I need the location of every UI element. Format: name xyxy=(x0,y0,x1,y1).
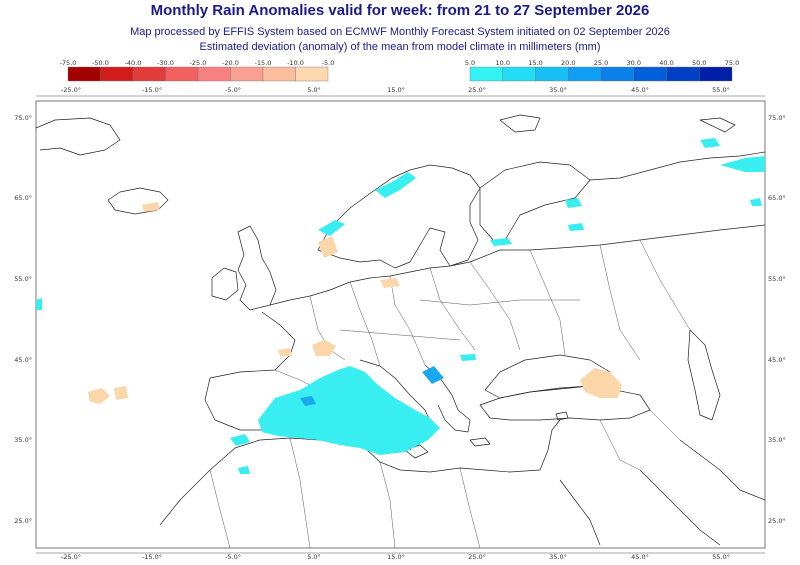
legend-positive-label: 25.0 xyxy=(594,59,608,67)
map-frame xyxy=(35,100,766,549)
legend-negative-label: -10.0 xyxy=(287,59,304,67)
latitude-label: 45.0° xyxy=(768,356,786,364)
legend-negative-label: -75.0 xyxy=(60,59,77,67)
longitude-label: 35.0° xyxy=(549,86,567,94)
longitude-label: -5.0° xyxy=(225,86,241,94)
legend-positive-label: 10.0 xyxy=(496,59,510,67)
latitude-label: 75.0° xyxy=(768,114,786,122)
longitude-label: 25.0° xyxy=(468,553,486,561)
legend-positive-label: 30.0 xyxy=(627,59,641,67)
latitude-label: 75.0° xyxy=(14,114,32,122)
legend-negative-label: -25.0 xyxy=(190,59,207,67)
legend-positive-label: 15.0 xyxy=(528,59,542,67)
longitude-label: 55.0° xyxy=(712,553,730,561)
latitude-label: 65.0° xyxy=(14,194,32,202)
legend-positive-swatch xyxy=(699,66,733,82)
longitude-label: -15.0° xyxy=(142,86,162,94)
map-title: Monthly Rain Anomalies valid for week: f… xyxy=(150,2,650,19)
latitude-label: 35.0° xyxy=(768,436,786,444)
longitude-label: -15.0° xyxy=(142,553,162,561)
legend-negative-label: -15.0 xyxy=(255,59,272,67)
longitude-label: 5.0° xyxy=(307,86,321,94)
legend-negative-label: -5.0 xyxy=(322,59,335,67)
longitude-label: 55.0° xyxy=(712,86,730,94)
color-legend: -75.0 -50.0 -40.0 -30.0 -25.0 -20.0 -15.0 -10.0… xyxy=(60,59,739,82)
dry-anomalies xyxy=(88,202,622,404)
legend-positive-label: 50.0 xyxy=(692,59,706,67)
longitude-label: -5.0° xyxy=(225,553,241,561)
legend-negative-label: -50.0 xyxy=(92,59,109,67)
legend-negative-label: -30.0 xyxy=(157,59,174,67)
legend-positive-label: 75.0 xyxy=(725,59,739,67)
legend-negative-swatch xyxy=(295,66,329,82)
longitude-label: -25.0° xyxy=(61,553,81,561)
longitude-label: 15.0° xyxy=(387,86,405,94)
legend-positive-label: 40.0 xyxy=(659,59,673,67)
map-subtitle-processing: Map processed by EFFIS System based on E… xyxy=(130,26,670,38)
legend-negative-label: -20.0 xyxy=(222,59,239,67)
legend-positive-label: 5.0 xyxy=(465,59,475,67)
latitude-label: 35.0° xyxy=(14,436,32,444)
latitude-label: 25.0° xyxy=(14,517,32,525)
latitude-label: 55.0° xyxy=(14,275,32,283)
longitude-label: 25.0° xyxy=(468,86,486,94)
longitude-label: -25.0° xyxy=(61,86,81,94)
longitude-label: 15.0° xyxy=(387,553,405,561)
longitude-label: 35.0° xyxy=(549,553,567,561)
longitude-label: 45.0° xyxy=(631,553,649,561)
latitude-label: 55.0° xyxy=(768,275,786,283)
legend-positive-label: 20.0 xyxy=(561,59,575,67)
latitude-label: 45.0° xyxy=(14,356,32,364)
legend-negative-label: -40.0 xyxy=(125,59,142,67)
map-subtitle-description: Estimated deviation (anomaly) of the mea… xyxy=(199,41,601,53)
axis-labels: -25.0° -25.0° -15.0° -15.0° -5.0° -5.0° 5.0° 5.… xyxy=(14,86,785,561)
latitude-label: 25.0° xyxy=(768,517,786,525)
latitude-label: 65.0° xyxy=(768,194,786,202)
country-borders xyxy=(209,239,701,549)
longitude-label: 45.0° xyxy=(631,86,649,94)
wet-anomalies xyxy=(36,138,765,474)
longitude-label: 5.0° xyxy=(307,553,321,561)
